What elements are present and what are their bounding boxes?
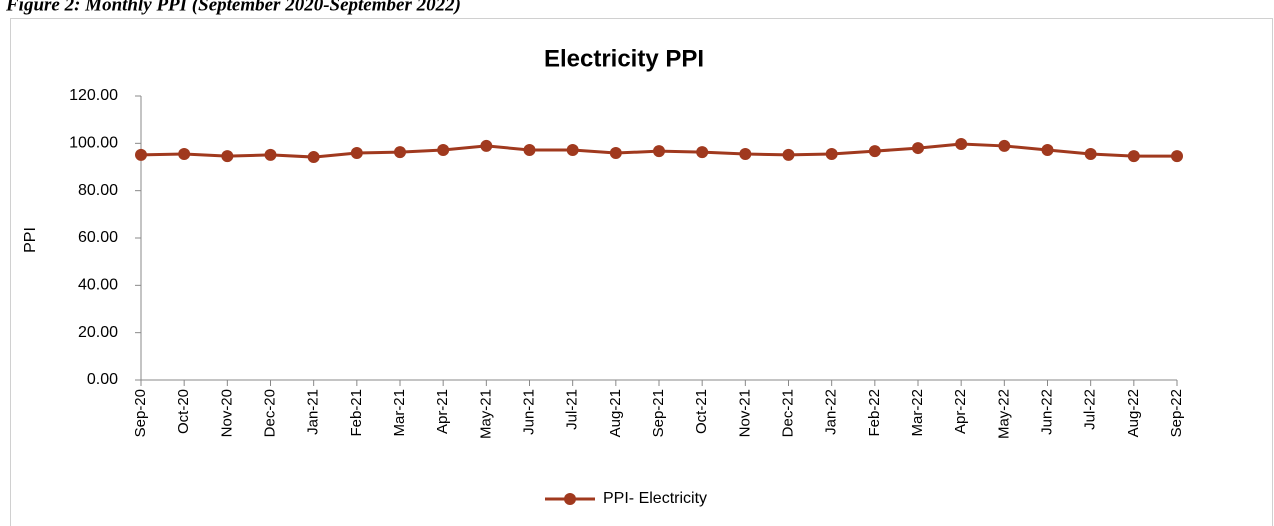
x-tick-label: Oct-21 <box>693 389 710 434</box>
x-tick-label: Nov-21 <box>736 389 753 437</box>
x-tick-label: Jan-22 <box>823 389 840 435</box>
marker <box>1127 150 1140 163</box>
y-tick-label: 0.00 <box>87 371 118 388</box>
marker <box>998 139 1011 152</box>
x-tick-label: Sep-21 <box>650 389 667 437</box>
marker <box>523 143 536 156</box>
x-tick-label: Mar-21 <box>391 389 408 437</box>
marker <box>221 150 234 163</box>
marker <box>825 147 838 160</box>
x-tick-label: Sep-22 <box>1168 389 1185 437</box>
x-tick-label: Oct-20 <box>175 389 192 434</box>
x-tick-label: Feb-22 <box>866 389 883 437</box>
marker <box>955 138 968 151</box>
marker <box>653 145 665 158</box>
marker <box>178 147 191 160</box>
x-tick-label: Jun-22 <box>1038 389 1055 435</box>
x-tick-label: May-21 <box>477 389 494 439</box>
y-tick-label: 20.00 <box>78 324 118 341</box>
marker <box>566 143 579 156</box>
y-tick-label: 100.00 <box>69 135 118 152</box>
marker <box>696 146 709 159</box>
marker <box>1084 147 1097 160</box>
caption: Figure 2: Monthly PPI (September 2020-Se… <box>5 0 461 15</box>
x-tick-label: Jan-21 <box>305 389 322 435</box>
marker <box>307 151 320 164</box>
legend-marker <box>564 493 576 505</box>
marker <box>437 143 450 156</box>
marker <box>480 139 493 152</box>
marker <box>609 147 622 160</box>
marker <box>868 145 881 158</box>
chart-title: Electricity PPI <box>544 45 704 72</box>
x-tick-label: May-22 <box>995 389 1012 439</box>
marker <box>739 147 752 160</box>
y-tick-label: 80.00 <box>78 182 118 199</box>
marker <box>912 142 924 155</box>
marker <box>394 146 406 159</box>
x-tick-label: Mar-22 <box>909 389 926 437</box>
x-tick-label: Aug-21 <box>607 389 624 437</box>
x-tick-label: Aug-22 <box>1125 389 1142 437</box>
chart-frame <box>10 18 1273 526</box>
x-tick-label: Apr-21 <box>434 389 451 434</box>
x-tick-label: Apr-22 <box>952 389 969 434</box>
marker <box>350 147 363 160</box>
legend-label: PPI- Electricity <box>603 490 707 507</box>
y-tick-label: 60.00 <box>78 229 118 246</box>
y-tick-label: 120.00 <box>69 87 118 104</box>
x-tick-label: Dec-21 <box>779 389 796 437</box>
marker <box>1041 143 1054 156</box>
marker <box>1171 150 1183 163</box>
x-tick-label: Jul-22 <box>1082 389 1099 430</box>
marker <box>782 148 795 161</box>
y-axis-label: PPI <box>22 227 39 253</box>
x-tick-label: Sep-20 <box>132 389 149 437</box>
x-tick-label: Dec-20 <box>261 389 278 437</box>
x-tick-label: Jul-21 <box>564 389 581 430</box>
x-tick-label: Feb-21 <box>348 389 365 437</box>
y-tick-label: 40.00 <box>78 277 118 294</box>
x-tick-label: Nov-20 <box>218 389 235 437</box>
marker <box>135 148 147 161</box>
x-tick-label: Jun-21 <box>520 389 537 435</box>
marker <box>264 148 277 161</box>
